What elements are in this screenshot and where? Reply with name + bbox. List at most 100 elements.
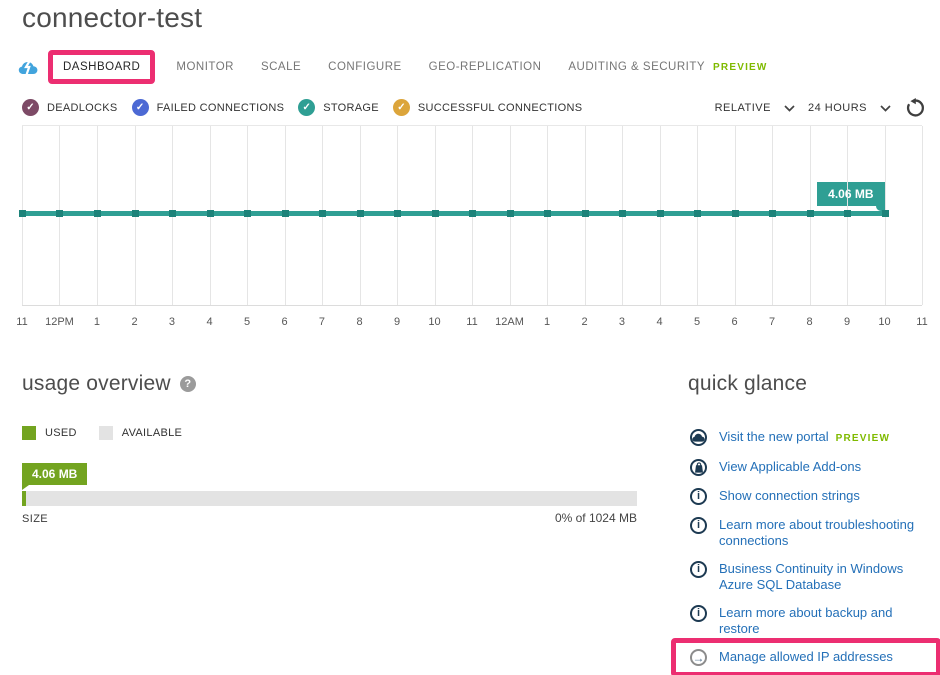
quick-glance-links: Visit the new portal PREVIEW View Applicab… [690,429,922,666]
storage-line-dot [694,210,701,217]
tab-label: GEO-REPLICATION [428,61,542,73]
chart-x-axis: 11 12PM 1 2 3 4 5 6 7 8 9 10 11 12AM 1 2 3 4 5 6 7 8 9 10 11 [16,316,927,330]
info-icon: i [690,561,707,578]
link-label: Learn more about troubleshooting connect… [719,517,915,548]
storage-line-dot [394,210,401,217]
x-axis-tick-label: 11 [466,316,478,328]
chart-controls: RELATIVE 24 HOURS [715,98,926,118]
cloud-lightning-icon [18,59,40,75]
chevron-down-icon[interactable] [880,104,891,112]
refresh-icon[interactable] [906,98,926,118]
checkmark-icon: ✓ [22,99,39,116]
x-axis-tick-label: 12AM [495,316,524,328]
x-axis-tick-label: 6 [281,316,288,328]
tabs: DASHBOARD MONITOR SCALE CONFIGURE GEO-REPLIC… [54,61,768,73]
metric-toggle-successful-connections[interactable]: ✓ SUCCESSFUL CONNECTIONS [392,99,583,116]
storage-line-dot [806,210,814,217]
tab-label: CONFIGURE [328,61,402,73]
checkmark-icon: ✓ [298,99,316,116]
storage-line-dot [656,210,664,217]
page-title: connector-test [22,2,203,33]
metrics-chart: 4.06 MB [19,125,923,306]
metric-label: STORAGE [323,101,379,114]
x-axis-tick-label: 11 [16,316,28,328]
x-axis-tick-label: 12PM [45,316,74,328]
x-axis-tick-label: 3 [618,316,626,328]
time-range-dropdown[interactable]: 24 HOURS [807,102,867,114]
cloud-icon [690,429,707,446]
x-axis-tick-label: 6 [731,316,738,328]
storage-line-dot [93,210,101,217]
metric-toggles: ✓ DEADLOCKS ✓ FAILED CONNECTIONS ✓ STORAGE ✓ SU… [22,99,582,116]
relative-dropdown[interactable]: RELATIVE [714,102,771,114]
x-axis-tick-label: 2 [581,316,588,328]
checkmark-icon: ✓ [131,99,149,116]
storage-line-dot [581,210,589,217]
x-axis-tick-label: 9 [393,316,401,328]
x-axis-tick-label: 9 [843,316,851,328]
storage-line-dot [281,210,289,217]
x-axis-tick-label: 5 [693,316,701,328]
storage-line-dot [844,210,851,217]
metric-toggle-deadlocks[interactable]: ✓ DEADLOCKS [22,99,118,116]
tab-bar: DASHBOARD MONITOR SCALE CONFIGURE GEO-REPLIC… [18,59,768,75]
chart-gridline [922,126,923,305]
preview-badge: PREVIEW [713,61,768,73]
tab-monitor[interactable]: MONITOR [176,61,234,73]
x-axis-tick-label: 10 [878,316,891,328]
link-label: Manage allowed IP addresses [719,649,893,664]
storage-line-dot [881,210,889,217]
metric-label: DEADLOCKS [47,101,118,114]
storage-line-dot [769,210,776,217]
metric-toggle-failed-connections[interactable]: ✓ FAILED CONNECTIONS [131,99,285,116]
quick-glance-link-learn-more-about-backup-and-restore[interactable]: i Learn more about backup and restore [690,605,922,637]
tab-auditing-security[interactable]: AUDITING & SECURITY PREVIEW [568,61,767,73]
help-icon[interactable]: ? [179,376,196,392]
tab-scale[interactable]: SCALE [261,61,301,73]
x-axis-tick-label: 4 [206,316,213,328]
x-axis-tick-label: 7 [318,316,326,328]
usage-size-row: SIZE 0% of 1024 MB [22,511,637,525]
storage-line-dot [318,210,326,217]
storage-line-dot [506,210,514,217]
metric-label: FAILED CONNECTIONS [156,101,285,114]
preview-badge: PREVIEW [835,433,891,444]
quick-glance-link-learn-more-about-troubleshooting-connections[interactable]: i Learn more about troubleshooting connec… [690,517,922,549]
link-label: View Applicable Add-ons [719,459,862,474]
x-axis-tick-label: 1 [543,316,551,328]
quick-glance-link-view-applicable-add-ons[interactable]: View Applicable Add-ons [690,459,922,476]
link-label: Visit the new portal PREVIEW [719,429,891,444]
tab-label: AUDITING & SECURITY [568,61,706,73]
metric-toggle-storage[interactable]: ✓ STORAGE [298,99,379,116]
used-size-badge: 4.06 MB [22,463,88,490]
x-axis-tick-label: 1 [93,316,101,328]
info-icon: i [690,605,707,622]
info-icon: i [690,517,707,534]
link-label: Business Continuity in Windows Azure SQL… [719,561,904,592]
tab-label: DASHBOARD [63,61,141,73]
usage-bar [22,491,637,506]
storage-line-dot [544,210,551,217]
quick-glance-link-manage-allowed-ip-addresses[interactable]: → Manage allowed IP addresses [690,649,922,666]
quick-glance-link-business-continuity-in-windows-azure-sql-database[interactable]: i Business Continuity in Windows Azure SQ… [690,561,922,593]
checkmark-icon: ✓ [392,99,410,116]
x-axis-tick-label: 10 [428,316,441,328]
tab-geo-replication[interactable]: GEO-REPLICATION [429,61,542,73]
storage-line-dot [244,210,251,217]
x-axis-tick-label: 7 [768,316,776,328]
link-label: Show connection strings [719,488,860,503]
tab-configure[interactable]: CONFIGURE [328,61,402,73]
tab-dashboard[interactable]: DASHBOARD [63,61,140,73]
info-icon: i [690,488,707,505]
legend-label: AVAILABLE [121,427,183,439]
legend-item-used: USED [22,426,77,440]
quick-glance-link-visit-the-new-portal[interactable]: Visit the new portal PREVIEW [690,429,922,447]
chevron-down-icon[interactable] [784,104,795,112]
legend-label: USED [45,427,77,439]
usage-overview-title: usage overview [22,372,171,395]
storage-line-dot [206,210,214,217]
x-axis-tick-label: 8 [356,316,363,328]
size-label: SIZE [22,513,49,525]
storage-line-dot [469,210,476,217]
quick-glance-link-show-connection-strings[interactable]: i Show connection strings [690,488,922,505]
